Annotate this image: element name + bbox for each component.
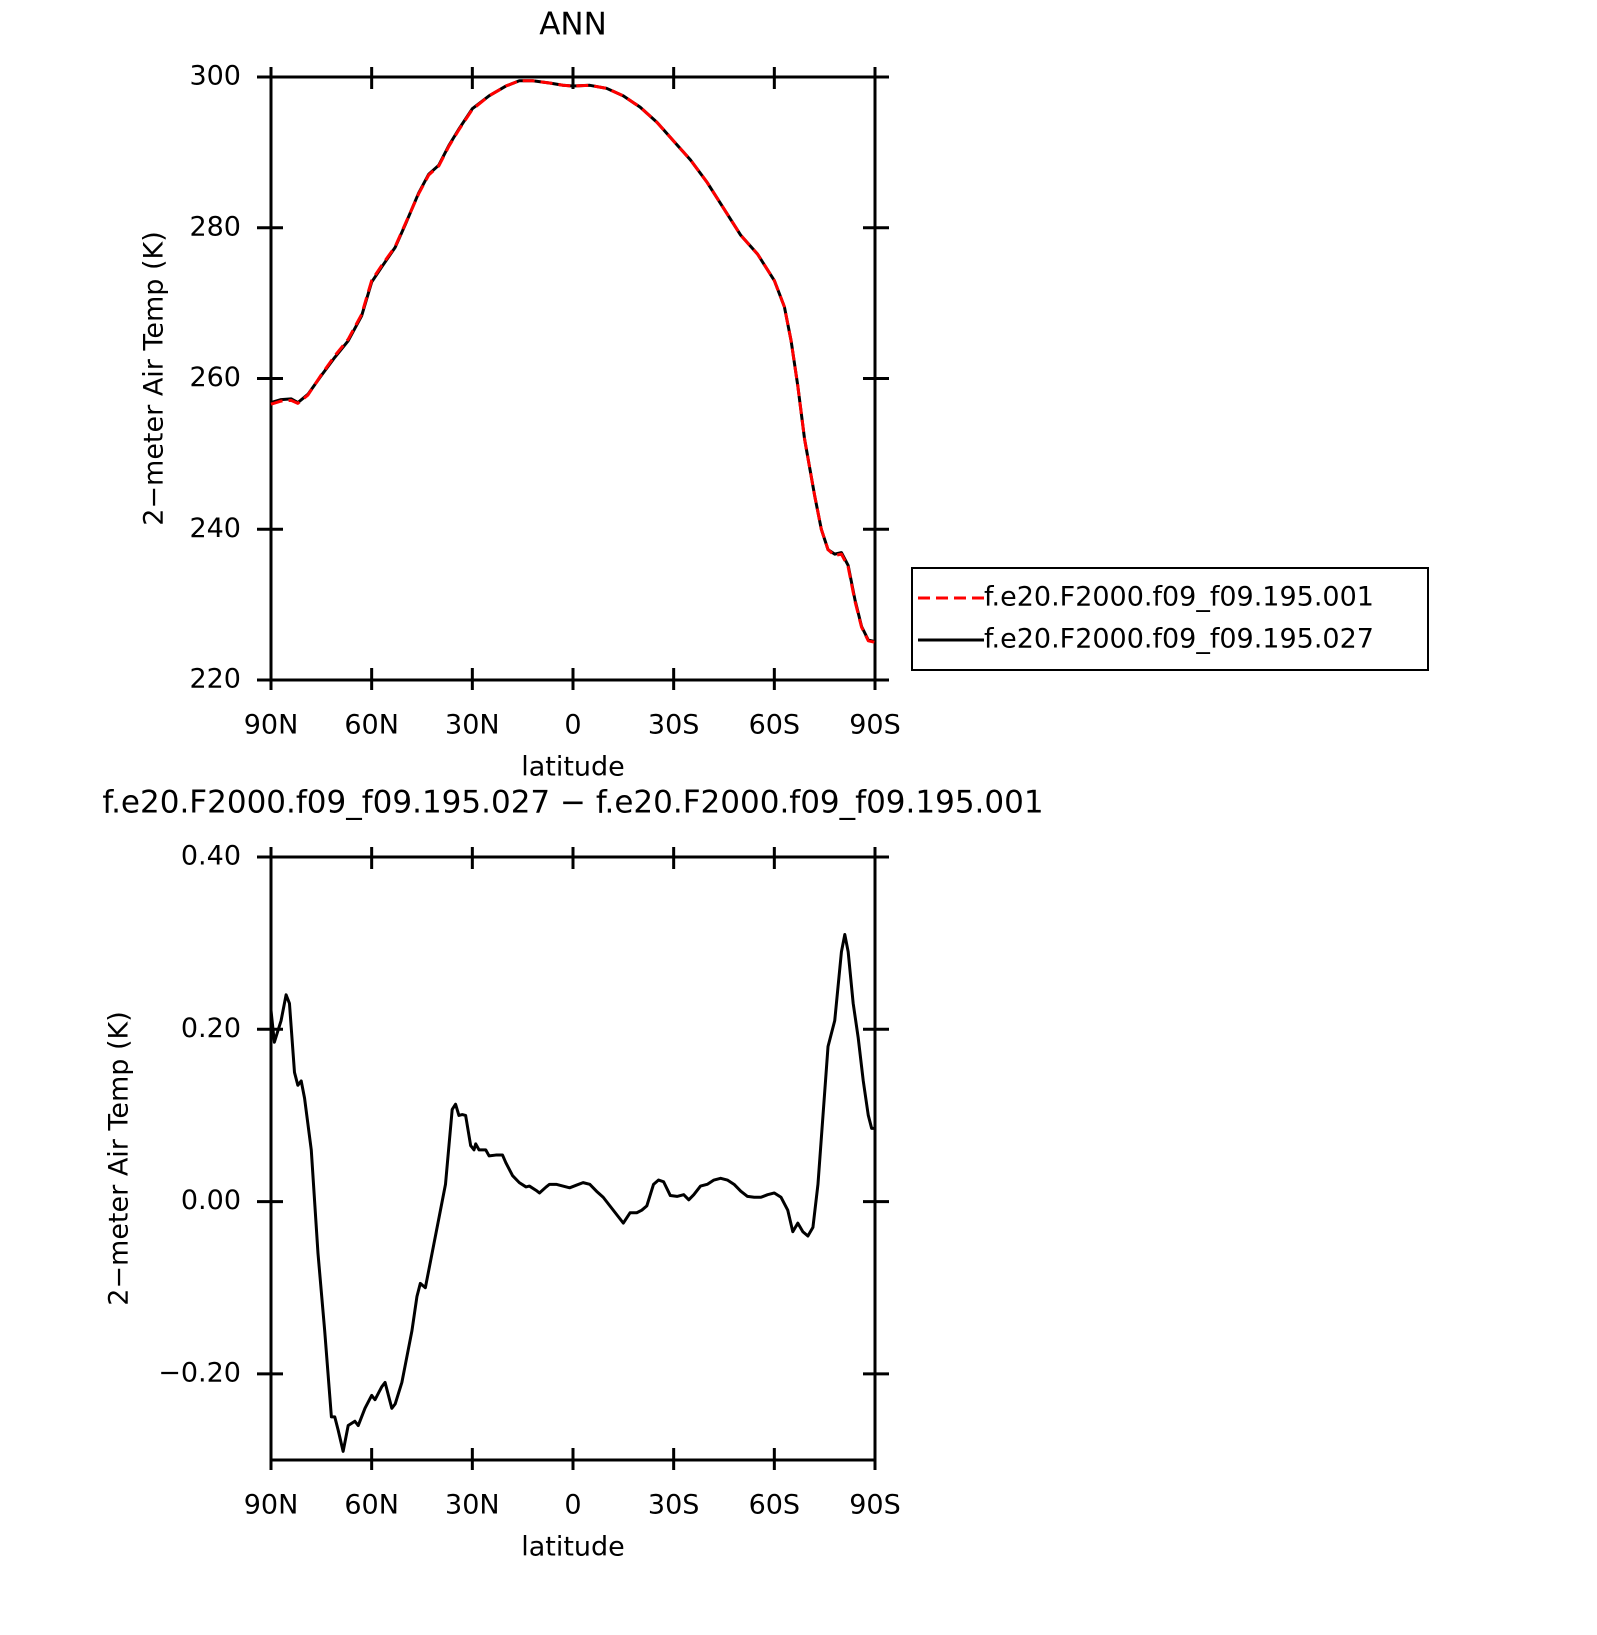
x-tick-label: 30N (445, 710, 500, 741)
y-tick-label: 0.00 (181, 1185, 241, 1216)
x-tick-label: 60N (344, 1490, 399, 1521)
legend-label: f.e20.F2000.f09_f09.195.001 (984, 582, 1374, 613)
x-tick-label: 60S (749, 710, 801, 741)
x-tick-label: 90S (849, 710, 901, 741)
chart-title: f.e20.F2000.f09_f09.195.027 − f.e20.F200… (102, 785, 1043, 821)
x-tick-label: 30S (648, 1490, 700, 1521)
y-tick-label: 220 (189, 664, 241, 695)
x-tick-label: 90S (849, 1490, 901, 1521)
x-tick-label: 0 (564, 710, 581, 741)
y-tick-label: 300 (189, 61, 241, 92)
x-tick-label: 60S (749, 1490, 801, 1521)
x-tick-label: 90N (244, 710, 299, 741)
chart-title: ANN (539, 7, 607, 43)
data-line (270, 79, 876, 644)
y-tick-label: 0.20 (181, 1013, 241, 1044)
legend-label: f.e20.F2000.f09_f09.195.027 (984, 624, 1374, 655)
x-tick-label: 90N (244, 1490, 299, 1521)
data-line (269, 933, 875, 1453)
y-tick-label: 0.40 (181, 841, 241, 872)
x-axis-label: latitude (521, 752, 625, 783)
plot-frame (269, 855, 877, 1462)
y-axis-label: 2−meter Air Temp (K) (104, 1011, 135, 1306)
legend-box (911, 567, 1429, 671)
y-tick-label: 240 (189, 513, 241, 544)
plot-frame (269, 75, 877, 682)
x-tick-label: 60N (344, 710, 399, 741)
x-tick-label: 30S (648, 710, 700, 741)
x-tick-label: 30N (445, 1490, 500, 1521)
y-tick-label: 280 (189, 211, 241, 242)
data-line (270, 79, 876, 644)
y-tick-label: 260 (189, 362, 241, 393)
y-axis-label: 2−meter Air Temp (K) (139, 231, 170, 526)
y-tick-label: −0.20 (158, 1357, 241, 1388)
x-axis-label: latitude (521, 1532, 625, 1563)
x-tick-label: 0 (564, 1490, 581, 1521)
